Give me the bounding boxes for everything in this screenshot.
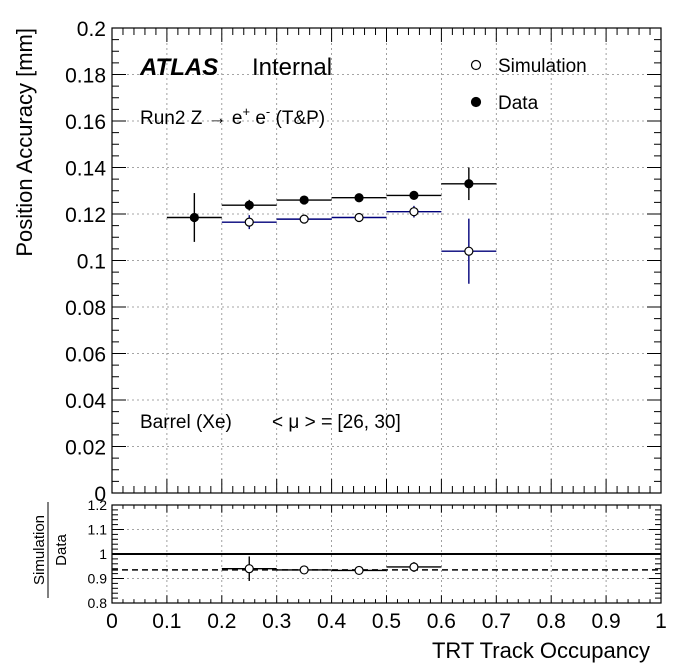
main-ticks bbox=[111, 27, 662, 494]
region-label: Barrel (Xe) bbox=[140, 412, 232, 433]
legend-simulation-marker bbox=[470, 59, 482, 71]
main-grid bbox=[112, 28, 661, 493]
legend: Simulation Data bbox=[470, 56, 587, 114]
main-simulation-point bbox=[354, 212, 364, 223]
main-simulation-point bbox=[299, 214, 309, 224]
ratio-y-tick-labels: 0.8 0.9 1 1.1 1.2 bbox=[88, 497, 108, 611]
main-y-axis-title: Position Accuracy [mm] bbox=[12, 28, 37, 257]
ratio-simulation-point bbox=[354, 565, 364, 576]
x-tick-label: 0.2 bbox=[207, 610, 236, 633]
ratio-y-tick-label: 1 bbox=[99, 546, 107, 562]
ratio-y-tick-label: 1.2 bbox=[88, 497, 108, 513]
x-tick-label: 0.4 bbox=[317, 610, 347, 633]
x-tick-label: 0.5 bbox=[372, 610, 401, 633]
main-y-tick-label: 0.04 bbox=[65, 390, 106, 413]
main-y-tick-label: 0.06 bbox=[65, 344, 106, 367]
main-y-tick-label: 0.2 bbox=[77, 18, 106, 41]
legend-data-label: Data bbox=[498, 93, 539, 114]
legend-simulation-label: Simulation bbox=[498, 56, 587, 77]
main-y-tick-label: 0 bbox=[94, 483, 106, 506]
ratio-y-tick-label: 0.9 bbox=[88, 571, 108, 587]
process-arrow: → bbox=[208, 108, 227, 129]
main-data-point bbox=[464, 179, 474, 189]
main-y-tick-label: 0.14 bbox=[65, 158, 106, 181]
main-data-point bbox=[409, 190, 419, 200]
ratio-y-title-denominator: Data bbox=[53, 534, 70, 566]
process-minus: - bbox=[266, 104, 270, 119]
main-y-tick-label: 0.16 bbox=[65, 111, 106, 134]
main-data-point bbox=[354, 193, 364, 203]
main-data-point bbox=[189, 212, 199, 223]
x-tick-label: 0 bbox=[106, 610, 118, 633]
main-data-point bbox=[244, 200, 254, 210]
x-tick-label: 1 bbox=[655, 610, 667, 633]
process-prefix: Run2 Z bbox=[140, 108, 208, 129]
process-electron-2: e bbox=[250, 108, 266, 129]
main-y-tick-label: 0.18 bbox=[65, 65, 106, 88]
main-data-points bbox=[166, 167, 497, 284]
main-y-tick-label: 0.12 bbox=[65, 204, 106, 227]
internal-label: Internal bbox=[252, 54, 332, 81]
x-tick-label: 0.7 bbox=[482, 610, 511, 633]
main-simulation-point bbox=[464, 246, 474, 256]
pileup-label: < μ > = [26, 30] bbox=[272, 412, 401, 433]
main-data-point bbox=[299, 195, 309, 205]
main-plot-frame bbox=[111, 27, 662, 494]
atlas-label: ATLAS bbox=[139, 54, 218, 81]
ratio-y-tick-label: 1.1 bbox=[88, 522, 108, 538]
x-tick-label: 0.8 bbox=[537, 610, 566, 633]
process-electron: e bbox=[227, 108, 243, 129]
ratio-simulation-point bbox=[409, 562, 419, 572]
main-y-tick-label: 0.02 bbox=[65, 437, 106, 460]
x-tick-labels: 0 0.1 0.2 0.3 0.4 0.5 0.6 0.7 0.8 0.9 1 bbox=[106, 610, 667, 633]
main-y-tick-label: 0.08 bbox=[65, 297, 106, 320]
main-y-tick-label: 0.1 bbox=[77, 251, 106, 274]
legend-data-marker bbox=[470, 96, 482, 108]
x-tick-label: 0.3 bbox=[262, 610, 291, 633]
x-tick-label: 0.6 bbox=[427, 610, 456, 633]
main-simulation-point bbox=[244, 217, 254, 227]
ratio-y-title-numerator: Simulation bbox=[31, 515, 48, 585]
main-simulation-point bbox=[409, 207, 419, 217]
ratio-y-tick-label: 0.8 bbox=[88, 595, 108, 611]
x-tick-label: 0.9 bbox=[591, 610, 620, 633]
process-suffix: (T&P) bbox=[270, 108, 325, 129]
process-label: Run2 Z → e+ e- (T&P) bbox=[140, 104, 325, 129]
main-y-tick-labels: 0 0.02 0.04 0.06 0.08 0.1 0.12 0.14 0.16 0.18 0.2 bbox=[65, 18, 106, 506]
x-axis-title: TRT Track Occupancy bbox=[432, 638, 650, 663]
ratio-data-points bbox=[221, 556, 442, 581]
x-tick-label: 0.1 bbox=[152, 610, 181, 633]
process-plus: + bbox=[242, 104, 250, 119]
ratio-simulation-point bbox=[244, 564, 254, 574]
ratio-plot-frame bbox=[111, 504, 662, 604]
ratio-simulation-point bbox=[299, 565, 309, 575]
